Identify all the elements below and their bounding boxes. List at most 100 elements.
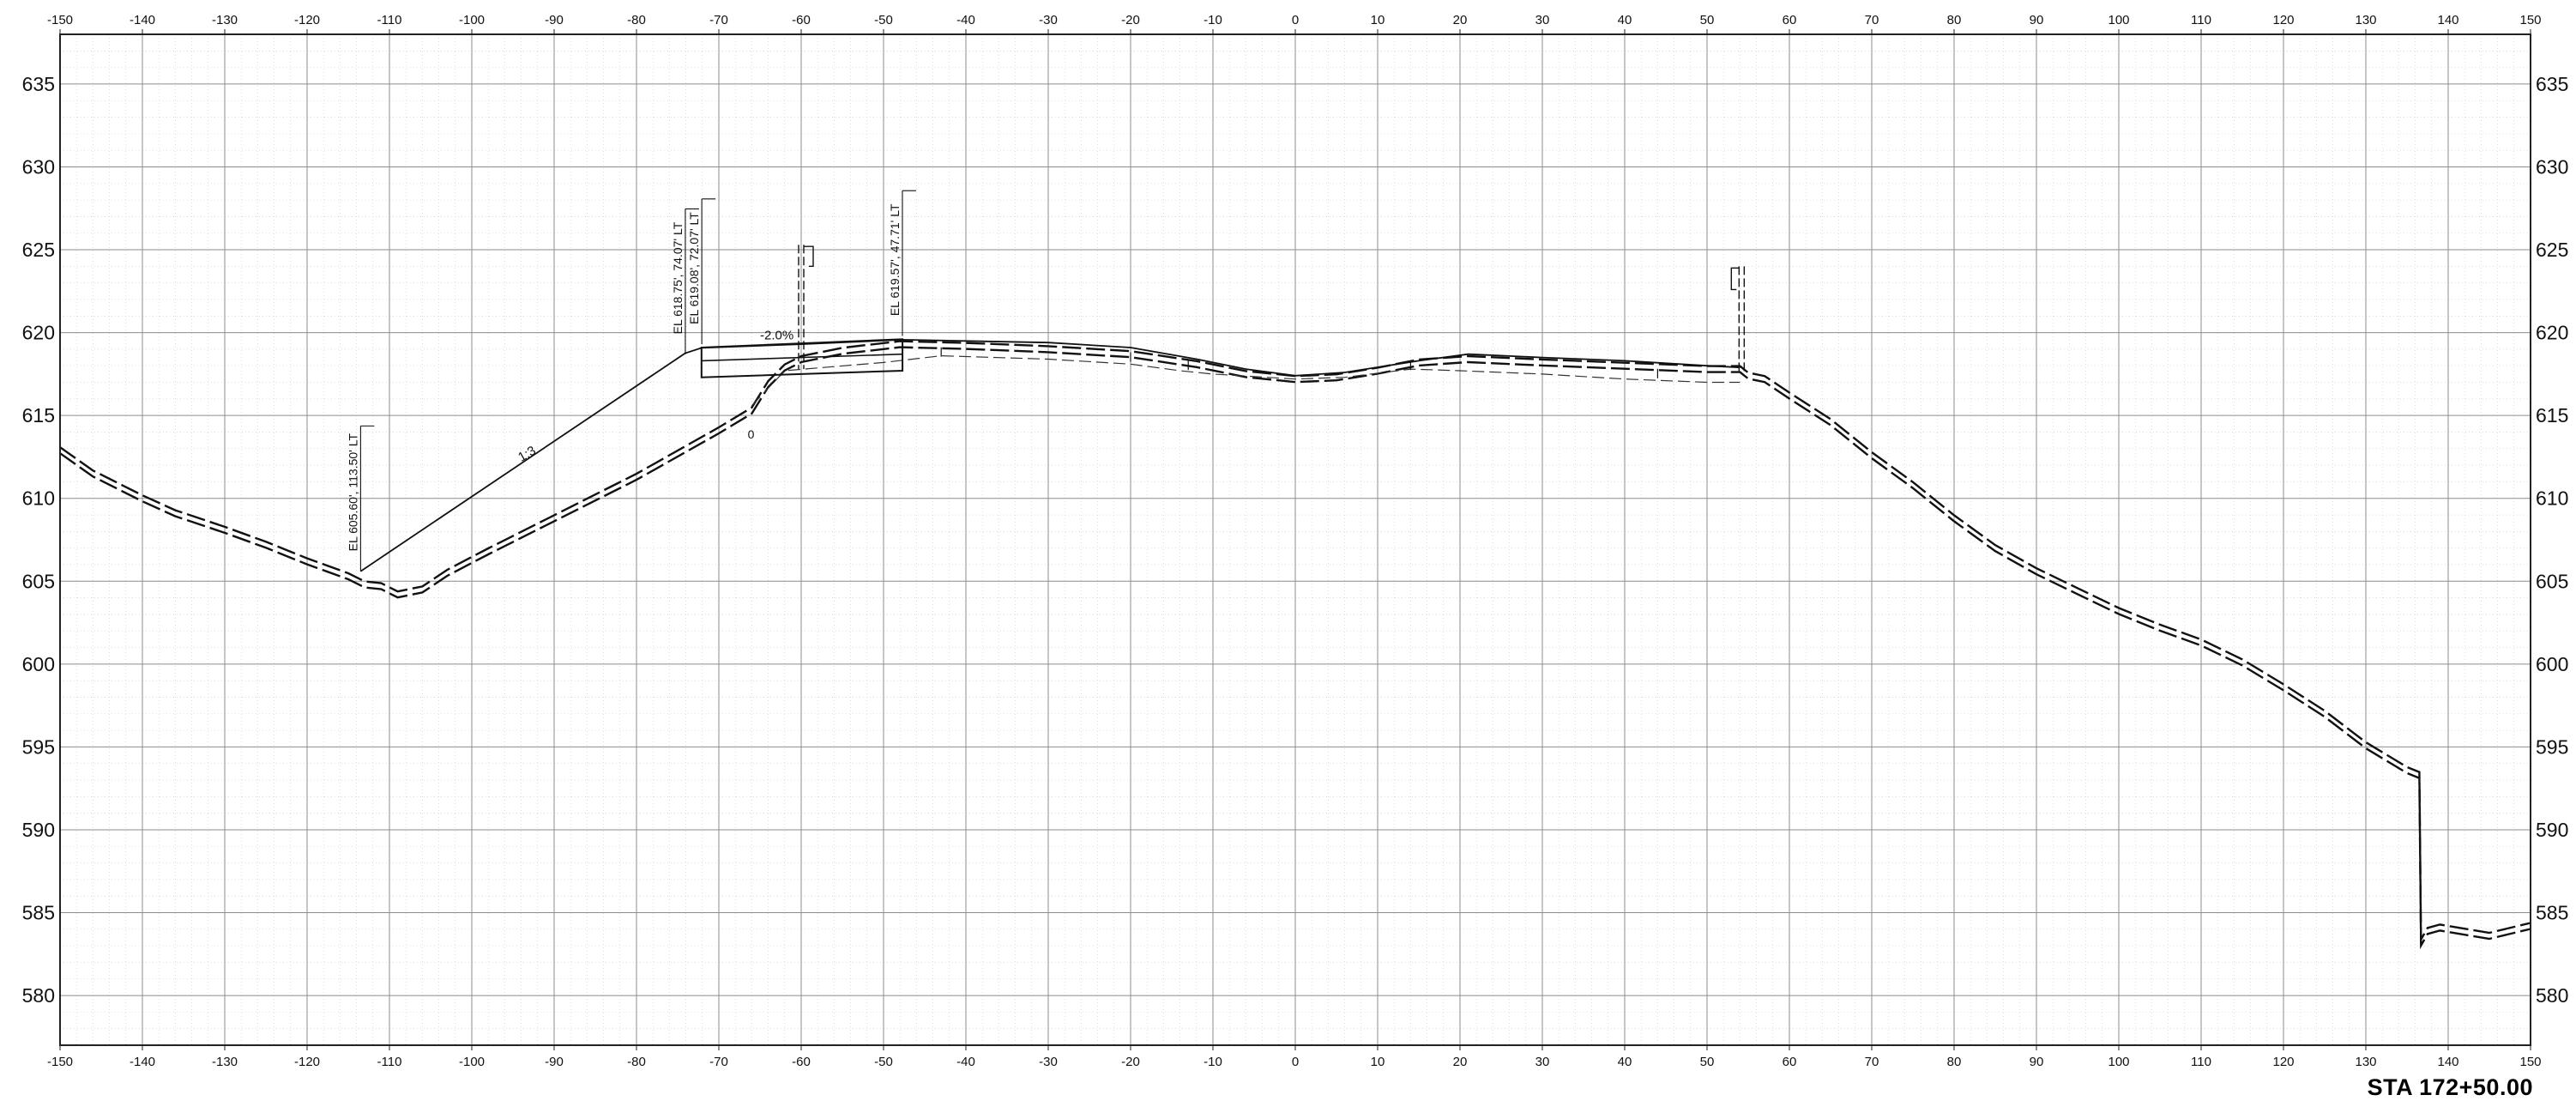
x-tick-label: -40 <box>956 13 975 27</box>
y-tick-label: 595 <box>2536 735 2568 758</box>
x-tick-label: -90 <box>545 13 564 27</box>
x-tick-label: -140 <box>130 1055 155 1069</box>
structures <box>700 245 1746 378</box>
x-tick-label: 140 <box>2437 13 2458 27</box>
x-tick-label: 60 <box>1783 13 1797 27</box>
y-tick-label: 600 <box>22 653 55 675</box>
x-tick-label: -60 <box>792 13 811 27</box>
x-tick-label: 40 <box>1618 1055 1632 1069</box>
y-tick-label: 610 <box>22 487 55 510</box>
right-barrier-rail <box>1730 267 1740 291</box>
x-tick-label: -50 <box>874 1055 893 1069</box>
x-tick-label: 10 <box>1371 1055 1385 1069</box>
top-x-axis: -150 -140 -130 -120 -110 -100 -90 -80 -70 -60 -50-… <box>47 13 2542 34</box>
x-tick-label: 130 <box>2355 13 2376 27</box>
x-tick-label: 0 <box>1292 13 1299 27</box>
x-tick-label: 80 <box>1947 13 1962 27</box>
y-tick-label: 635 <box>2536 73 2568 95</box>
x-tick-label: -10 <box>1204 13 1222 27</box>
y-tick-label: 635 <box>22 73 55 95</box>
elevation-label: EL 618.75', 74.07' LT <box>671 221 685 334</box>
left-y-axis: 580 585 590 595 600 605 610 615 620 625 630 635 <box>22 73 55 1007</box>
station-label: STA 172+50.00 <box>2367 1074 2533 1100</box>
y-tick-label: 590 <box>2536 819 2568 841</box>
elevation-label: EL 619.08', 72.07' LT <box>687 212 701 324</box>
x-tick-label: -80 <box>627 13 646 27</box>
y-tick-label: 620 <box>22 322 55 344</box>
y-tick-label: 595 <box>22 735 55 758</box>
x-tick-label: 90 <box>2030 1055 2044 1069</box>
x-tick-label: -110 <box>377 13 402 27</box>
x-tick-label: -140 <box>130 13 155 27</box>
x-tick-label: 70 <box>1865 1055 1879 1069</box>
y-tick-label: 590 <box>22 819 55 841</box>
y-tick-label: 630 <box>2536 155 2568 178</box>
x-tick-label: 50 <box>1700 13 1715 27</box>
x-tick-label: -30 <box>1039 13 1058 27</box>
x-tick-label: -90 <box>545 1055 564 1069</box>
x-tick-label: 100 <box>2108 13 2129 27</box>
x-tick-label: 100 <box>2108 1055 2129 1069</box>
y-tick-label: 625 <box>22 239 55 261</box>
elevation-label: EL 619.57', 47.71' LT <box>888 203 902 316</box>
x-tick-label: 80 <box>1947 1055 1962 1069</box>
y-tick-label: 610 <box>2536 487 2568 510</box>
pavement-box <box>700 338 904 378</box>
y-tick-label: 625 <box>2536 239 2568 261</box>
elevation-label: EL 605.60', 113.50' LT <box>346 433 359 552</box>
pavement-layer-line <box>701 353 903 362</box>
x-tick-label: 90 <box>2030 13 2044 27</box>
bottom-x-axis: -150 -140 -130 -120 -110 -10 0 -90 -80 -70 -60 -50 -… <box>47 1045 2542 1069</box>
y-tick-label: 585 <box>2536 902 2568 924</box>
x-tick-label: -70 <box>709 1055 728 1069</box>
left-barrier-rail <box>804 245 814 268</box>
x-tick-label: -70 <box>709 13 728 27</box>
x-tick-label: 110 <box>2191 13 2211 27</box>
x-tick-label: 150 <box>2519 13 2541 27</box>
x-tick-label: -10 <box>1204 1055 1222 1069</box>
x-tick-label: 0 <box>1292 1055 1299 1069</box>
y-tick-label: 580 <box>2536 984 2568 1007</box>
x-tick-label: -150 <box>47 13 73 27</box>
x-tick-label: 130 <box>2355 1055 2376 1069</box>
x-tick-label: -120 <box>294 1055 320 1069</box>
x-tick-label: 20 <box>1453 13 1468 27</box>
y-tick-label: 605 <box>22 570 55 592</box>
x-tick-label: 110 <box>2191 1055 2211 1069</box>
x-tick-label: 120 <box>2272 13 2294 27</box>
x-tick-label: -30 <box>1039 1055 1058 1069</box>
y-tick-label: 620 <box>2536 322 2568 344</box>
x-tick-label: -40 <box>956 1055 975 1069</box>
x-tick-label: -150 <box>47 1055 73 1069</box>
x-tick-label: -20 <box>1121 1055 1140 1069</box>
right-y-axis: 580 585 590 595 600 605 610 615 620 625 630 635 <box>2536 73 2568 1007</box>
y-tick-label: 615 <box>2536 404 2568 426</box>
cross-slope-label: -2.0% <box>760 328 793 342</box>
x-tick-label: -110 <box>377 1055 402 1069</box>
x-tick-label: 40 <box>1618 13 1632 27</box>
x-tick-label: 140 <box>2437 1055 2458 1069</box>
y-tick-label: 630 <box>22 155 55 178</box>
x-tick-label: -120 <box>294 13 320 27</box>
x-tick-label: 120 <box>2272 1055 2294 1069</box>
x-tick-label: 50 <box>1700 1055 1715 1069</box>
x-tick-label: -50 <box>874 13 893 27</box>
x-tick-label: -100 <box>459 13 485 27</box>
x-tick-label: 70 <box>1865 13 1879 27</box>
y-tick-label: 615 <box>22 404 55 426</box>
x-tick-label: 150 <box>2519 1055 2541 1069</box>
x-tick-label: 60 <box>1783 1055 1797 1069</box>
x-tick-label: -60 <box>792 1055 811 1069</box>
x-tick-label: 20 <box>1453 1055 1468 1069</box>
x-tick-label: -80 <box>627 1055 646 1069</box>
proposed-subgrade-line <box>751 354 1740 407</box>
y-tick-label: 605 <box>2536 570 2568 592</box>
x-tick-label: 10 <box>1371 13 1385 27</box>
x-tick-label: -20 <box>1121 13 1140 27</box>
x-tick-label: 30 <box>1535 13 1550 27</box>
y-tick-label: 600 <box>2536 653 2568 675</box>
y-tick-label: 580 <box>22 984 55 1007</box>
x-tick-label: -130 <box>212 1055 238 1069</box>
